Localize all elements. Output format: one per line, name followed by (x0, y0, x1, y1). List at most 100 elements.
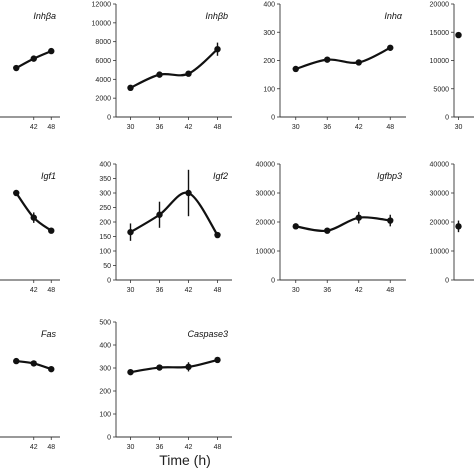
x-tick-label: 48 (386, 124, 394, 131)
y-tick-label: 15000 (430, 30, 450, 37)
panel-title: Inhβb (205, 11, 228, 21)
data-point (355, 214, 362, 221)
data-point (127, 228, 134, 236)
data-point (156, 71, 163, 78)
y-tick-label: 400 (263, 2, 275, 9)
series-line (15, 192, 52, 232)
x-tick-label: 36 (323, 124, 331, 131)
y-tick-label: 4000 (95, 77, 111, 84)
x-tick-label: 30 (292, 124, 300, 131)
data-point (48, 227, 55, 234)
x-tick-label: 48 (47, 287, 55, 294)
panel-title: Igf1 (41, 171, 56, 181)
y-tick-label: 0 (107, 435, 111, 442)
x-tick-label: 30 (292, 287, 300, 294)
y-tick-label: 30000 (256, 191, 276, 198)
y-tick-label: 400 (99, 162, 111, 169)
x-tick-label: 42 (30, 444, 38, 451)
x-tick-label: 36 (156, 444, 164, 451)
data-point (455, 223, 462, 230)
y-tick-label: 500 (99, 320, 111, 327)
x-tick-label: 48 (214, 444, 222, 451)
y-tick-label: 250 (99, 205, 111, 212)
series-line (130, 48, 219, 89)
data-point (156, 211, 163, 218)
series-line (295, 216, 391, 233)
panel-title: Inhα (384, 11, 403, 21)
y-tick-label: 10000 (430, 58, 450, 65)
y-tick-label: 200 (99, 389, 111, 396)
data-point (48, 365, 55, 373)
data-point (30, 360, 37, 367)
y-tick-label: 10000 (256, 249, 276, 256)
y-tick-label: 30000 (430, 191, 450, 198)
data-point (30, 214, 37, 221)
y-tick-label: 100 (99, 249, 111, 256)
data-point (185, 70, 192, 77)
series-line (295, 46, 391, 71)
x-tick-label: 30 (127, 287, 135, 294)
y-tick-label: 0 (445, 115, 449, 122)
y-tick-label: 20000 (430, 220, 450, 227)
y-tick-label: 0 (271, 278, 275, 285)
panel-title: Inhβa (33, 11, 56, 21)
data-point (127, 84, 134, 92)
y-tick-label: 100 (263, 86, 275, 93)
y-tick-label: 200 (99, 220, 111, 227)
x-tick-label: 36 (323, 287, 331, 294)
x-tick-label: 42 (355, 124, 363, 131)
x-tick-label: 42 (185, 444, 193, 451)
y-tick-label: 150 (99, 234, 111, 241)
data-point (13, 357, 20, 365)
panel-title: Caspase3 (187, 329, 228, 339)
data-point (214, 356, 221, 364)
data-point (48, 47, 55, 55)
y-tick-label: 300 (99, 366, 111, 373)
y-tick-label: 40000 (430, 162, 450, 169)
data-point (214, 231, 221, 239)
data-point (156, 364, 163, 371)
x-tick-label: 30 (455, 124, 463, 131)
x-axis-title: Time (h) (159, 452, 211, 468)
x-tick-label: 48 (214, 287, 222, 294)
y-tick-label: 12000 (92, 2, 112, 9)
x-tick-label: 48 (47, 124, 55, 131)
y-tick-label: 6000 (95, 58, 111, 65)
series-line (129, 191, 219, 236)
x-tick-label: 42 (30, 124, 38, 131)
series-line (130, 358, 218, 374)
data-point (387, 217, 394, 224)
y-tick-label: 0 (107, 115, 111, 122)
x-tick-label: 48 (214, 124, 222, 131)
y-tick-label: 0 (271, 115, 275, 122)
panel-title: Igf2 (213, 171, 228, 181)
y-tick-label: 200 (263, 58, 275, 65)
x-tick-label: 36 (156, 287, 164, 294)
data-point (292, 65, 299, 73)
data-point (387, 44, 394, 51)
x-tick-label: 30 (127, 124, 135, 131)
y-tick-label: 10000 (430, 249, 450, 256)
y-tick-label: 50 (103, 263, 111, 270)
x-tick-label: 48 (47, 444, 55, 451)
data-point (324, 56, 331, 63)
x-tick-label: 42 (185, 124, 193, 131)
y-tick-label: 300 (99, 191, 111, 198)
data-point (455, 31, 462, 39)
y-tick-label: 400 (99, 343, 111, 350)
data-point (355, 59, 362, 66)
y-tick-label: 20000 (430, 2, 450, 9)
panel-title: Fas (41, 329, 57, 339)
data-point (127, 368, 134, 376)
y-tick-label: 5000 (433, 86, 449, 93)
data-point (324, 227, 331, 234)
y-tick-label: 8000 (95, 39, 111, 46)
y-tick-label: 0 (107, 278, 111, 285)
y-tick-label: 10000 (92, 20, 112, 27)
y-tick-label: 2000 (95, 96, 111, 103)
data-point (214, 46, 221, 53)
y-tick-label: 0 (445, 278, 449, 285)
x-tick-label: 42 (355, 287, 363, 294)
data-point (13, 64, 20, 72)
